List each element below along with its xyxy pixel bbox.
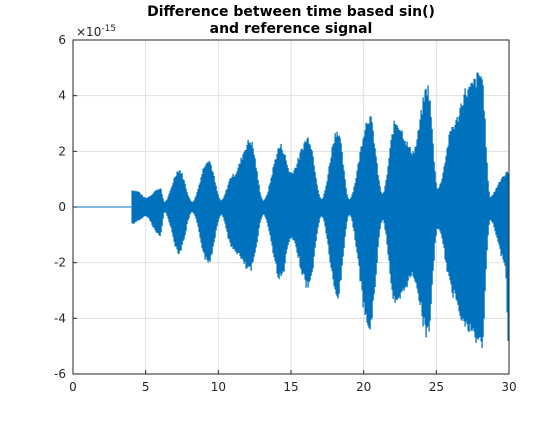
x-tick-labels: 0 5 10 15 20 25 30: [69, 380, 516, 394]
y-tick-label: 6: [58, 33, 66, 47]
y-exponent-base: ×10: [76, 25, 101, 39]
x-tick-label: 15: [283, 380, 298, 394]
chart-title-line-1: Difference between time based sin(): [147, 4, 435, 20]
y-tick-label: 2: [58, 144, 66, 158]
x-tick-label: 0: [69, 380, 77, 394]
y-tick-label: -2: [54, 256, 66, 270]
tick-marks: [72, 39, 510, 375]
y-tick-label: -6: [54, 367, 66, 381]
x-tick-label: 5: [142, 380, 150, 394]
y-tick-label: 0: [58, 200, 66, 214]
x-tick-label: 20: [356, 380, 371, 394]
y-exponent-power: -15: [101, 24, 116, 34]
series-oscillation: [131, 72, 509, 348]
chart-title-line-2: and reference signal: [210, 21, 373, 37]
y-tick-label: 4: [58, 89, 66, 103]
x-tick-label: 30: [501, 380, 516, 394]
y-tick-labels: -6 -4 -2 0 2 4 6: [54, 33, 66, 381]
x-tick-label: 25: [429, 380, 444, 394]
x-tick-label: 10: [211, 380, 226, 394]
series-group: [73, 72, 509, 348]
y-tick-label: -4: [54, 311, 66, 325]
y-exponent: ×10-15: [76, 24, 116, 39]
